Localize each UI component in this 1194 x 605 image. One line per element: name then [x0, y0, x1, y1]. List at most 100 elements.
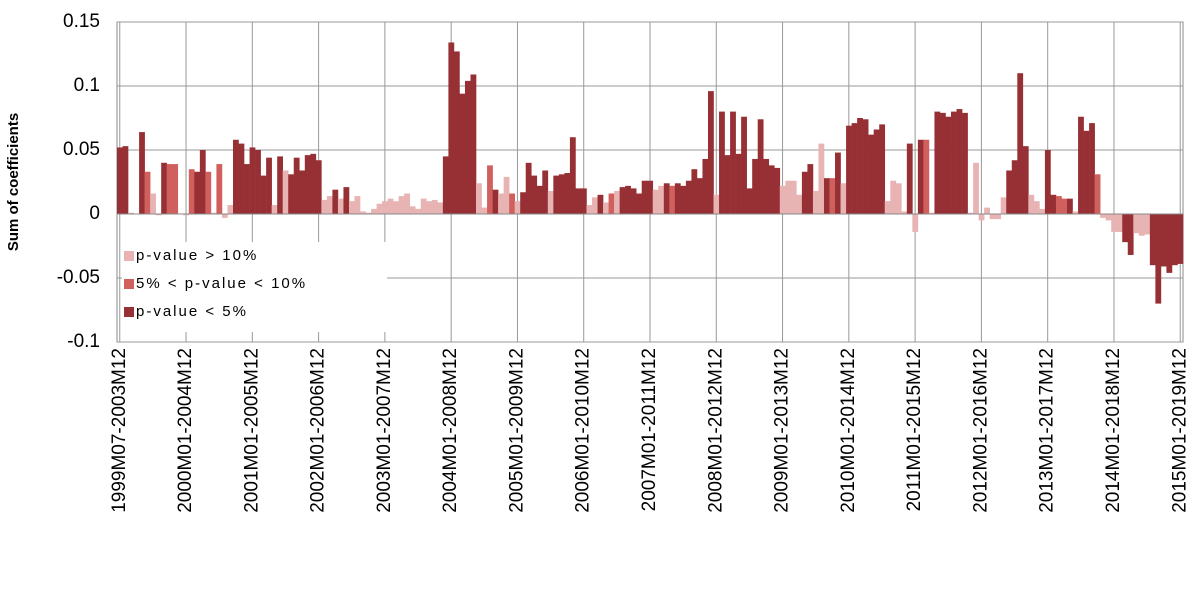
bar [1067, 198, 1073, 214]
bar [348, 201, 355, 214]
legend-label: p-value > 10% [136, 247, 258, 264]
bar [1006, 170, 1013, 214]
bar [304, 155, 311, 214]
bar [625, 185, 631, 214]
bar [713, 194, 720, 214]
bar [415, 208, 422, 214]
bar [735, 153, 742, 214]
bar [321, 199, 328, 214]
bar [332, 189, 339, 214]
bar [1177, 214, 1184, 264]
bar [592, 197, 598, 214]
bar [343, 187, 350, 214]
bar [393, 201, 399, 214]
bar [227, 205, 234, 214]
x-tick-label: 2006M01-2010M12 [573, 348, 594, 513]
bar [199, 150, 206, 214]
bar [619, 187, 626, 214]
bar [155, 214, 162, 216]
bar [139, 132, 145, 214]
bar [310, 153, 317, 214]
bar [464, 80, 471, 214]
bar [481, 207, 488, 214]
bar [647, 180, 654, 214]
bar [835, 152, 841, 214]
bar [232, 139, 239, 214]
bar [371, 208, 377, 214]
bar [724, 155, 731, 214]
bar [299, 170, 306, 214]
bar [973, 162, 979, 214]
bar [1072, 211, 1079, 214]
bar [194, 171, 201, 214]
bar [150, 193, 156, 214]
bar [928, 212, 935, 214]
bar [503, 176, 510, 214]
bar [691, 169, 698, 214]
bar [652, 189, 659, 214]
y-axis-label: Sum of coefficients [5, 113, 22, 251]
bar [520, 192, 527, 214]
bar [1155, 214, 1162, 304]
bar [382, 201, 388, 214]
x-tick-label: 2011M01-2015M12 [904, 348, 925, 511]
bar [818, 143, 825, 214]
bar [757, 119, 764, 214]
bar [536, 185, 543, 214]
bar [934, 111, 941, 214]
bar [1122, 214, 1129, 243]
bar [569, 137, 576, 214]
bar [1050, 194, 1057, 214]
bar [945, 116, 952, 214]
bar [360, 211, 366, 214]
bar [1011, 160, 1018, 214]
bar [288, 174, 295, 214]
bar [580, 188, 587, 214]
bar [636, 193, 643, 214]
bar [509, 193, 515, 214]
bar [426, 201, 433, 214]
bar [326, 196, 333, 214]
bar [768, 165, 775, 214]
bar [730, 111, 736, 214]
y-tick-label: 0.1 [74, 75, 100, 96]
x-tick-label: 2000M01-2004M12 [175, 348, 196, 513]
bar [939, 112, 946, 214]
bar [1144, 214, 1151, 235]
bar [282, 170, 289, 214]
bar [531, 175, 538, 214]
y-tick-label: 0.05 [63, 139, 100, 160]
bar [1078, 116, 1084, 214]
bar [873, 129, 880, 214]
bar [553, 175, 560, 214]
bar [1171, 214, 1178, 266]
bar [851, 123, 858, 214]
y-tick-label: -0.1 [67, 331, 100, 352]
bar [398, 196, 405, 214]
bar [608, 193, 615, 214]
bar [901, 211, 908, 214]
bar [663, 183, 670, 214]
bar [868, 134, 874, 214]
x-tick-label: 2002M01-2006M12 [308, 348, 329, 513]
bar [906, 143, 913, 214]
bar [514, 201, 521, 214]
y-tick-label: -0.05 [57, 267, 100, 288]
bar [1116, 214, 1123, 232]
bar [1044, 150, 1051, 214]
bar [1138, 214, 1145, 236]
x-tick-label: 2008M01-2012M12 [705, 348, 726, 513]
bar [1133, 214, 1140, 234]
bar [763, 158, 770, 214]
bar [796, 194, 803, 214]
bar [846, 125, 852, 214]
bar [719, 111, 725, 214]
bar [337, 198, 344, 214]
bar [812, 190, 819, 214]
bar [674, 183, 681, 214]
bar [823, 178, 830, 214]
bar [774, 167, 781, 214]
y-tick-label: 0.15 [63, 11, 100, 32]
bar [884, 201, 891, 214]
